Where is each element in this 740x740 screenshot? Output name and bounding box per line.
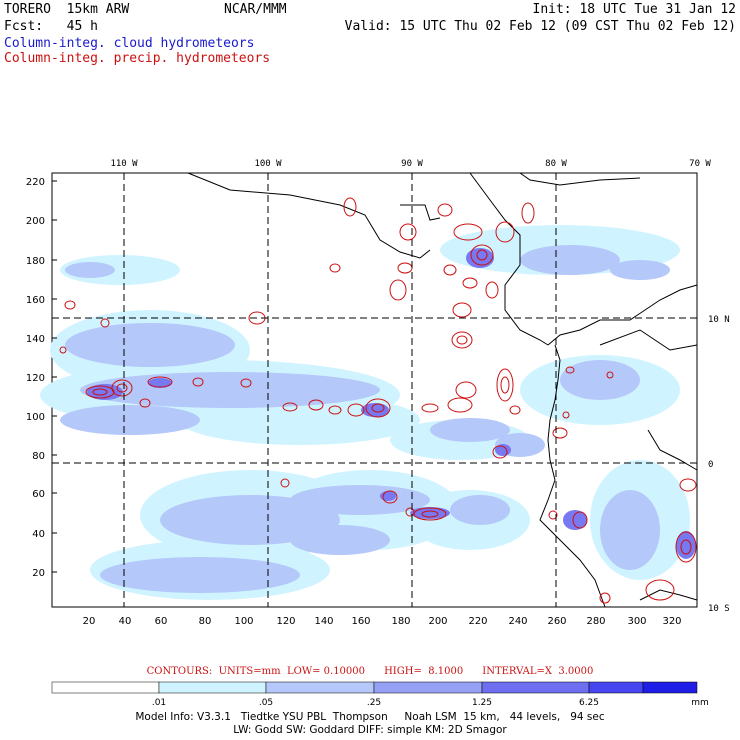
colorbar-swatch <box>158 681 267 694</box>
colorbar-label: .01 <box>152 698 166 708</box>
lon-label: 70 W <box>689 159 711 169</box>
colorbar-swatch <box>481 681 590 694</box>
cloud-field-title: Column-integ. cloud hydrometeors <box>4 36 255 51</box>
colorbar-swatch <box>265 681 375 694</box>
precip-field-title: Column-integ. precip. hydrometeors <box>4 51 271 66</box>
lon-label: 80 W <box>545 159 567 169</box>
x-tick: 180 <box>391 616 410 627</box>
y-tick: 100 <box>26 412 45 423</box>
lat-label: 10 S <box>708 604 730 614</box>
lon-label: 100 W <box>254 159 282 169</box>
x-tick: 220 <box>468 616 487 627</box>
x-tick: 240 <box>508 616 527 627</box>
forecast-hour: Fcst: 45 h <box>4 19 98 34</box>
y-tick: 40 <box>32 529 45 540</box>
y-tick: 220 <box>26 177 45 188</box>
y-tick: 80 <box>32 451 45 462</box>
cloud-shading-medium <box>60 245 670 593</box>
colorbar-label: 1.25 <box>472 698 492 708</box>
x-tick: 320 <box>662 616 681 627</box>
init-time: Init: 18 UTC Tue 31 Jan 12 <box>532 2 737 17</box>
colorbar-unit: mm <box>691 698 709 708</box>
y-tick: 20 <box>32 568 45 579</box>
y-tick: 160 <box>26 295 45 306</box>
x-tick: 300 <box>627 616 646 627</box>
x-tick: 200 <box>428 616 447 627</box>
contour-info: CONTOURS: UNITS=mm LOW= 0.10000 HIGH= 8.… <box>146 666 594 677</box>
model-info-line2: LW: Godd SW: Goddard DIFF: simple KM: 2D… <box>233 724 507 736</box>
model-title: TORERO 15km ARW <box>4 2 130 17</box>
valid-time: Valid: 15 UTC Thu 02 Feb 12 (09 CST Thu … <box>344 19 736 34</box>
lon-label: 110 W <box>110 159 138 169</box>
colorbar-label: .05 <box>259 698 273 708</box>
y-tick: 200 <box>26 216 45 227</box>
organization: NCAR/MMM <box>224 2 287 17</box>
colorbar <box>51 681 698 694</box>
coastlines <box>187 172 698 608</box>
lat-label: 0 <box>708 460 713 470</box>
y-tick: 60 <box>32 489 45 500</box>
colorbar-swatch <box>51 681 160 694</box>
x-tick: 80 <box>199 616 212 627</box>
colorbar-label: .25 <box>367 698 381 708</box>
colorbar-label: 6.25 <box>579 698 599 708</box>
colorbar-swatch <box>373 681 483 694</box>
colorbar-swatch <box>588 681 644 694</box>
y-tick: 180 <box>26 256 45 267</box>
x-tick: 160 <box>351 616 370 627</box>
x-tick: 280 <box>586 616 605 627</box>
x-tick: 260 <box>547 616 566 627</box>
lat-lon-grid <box>52 173 697 607</box>
lat-label: 10 N <box>708 315 730 325</box>
x-tick: 60 <box>155 616 168 627</box>
x-tick: 120 <box>276 616 295 627</box>
x-tick: 20 <box>83 616 96 627</box>
lon-label: 90 W <box>401 159 423 169</box>
x-tick: 140 <box>314 616 333 627</box>
x-tick: 100 <box>234 616 253 627</box>
model-info-line1: Model Info: V3.3.1 Tiedtke YSU PBL Thomp… <box>135 711 605 723</box>
y-tick: 120 <box>26 373 45 384</box>
colorbar-swatch <box>642 681 698 694</box>
y-tick: 140 <box>26 334 45 345</box>
x-tick: 40 <box>119 616 132 627</box>
